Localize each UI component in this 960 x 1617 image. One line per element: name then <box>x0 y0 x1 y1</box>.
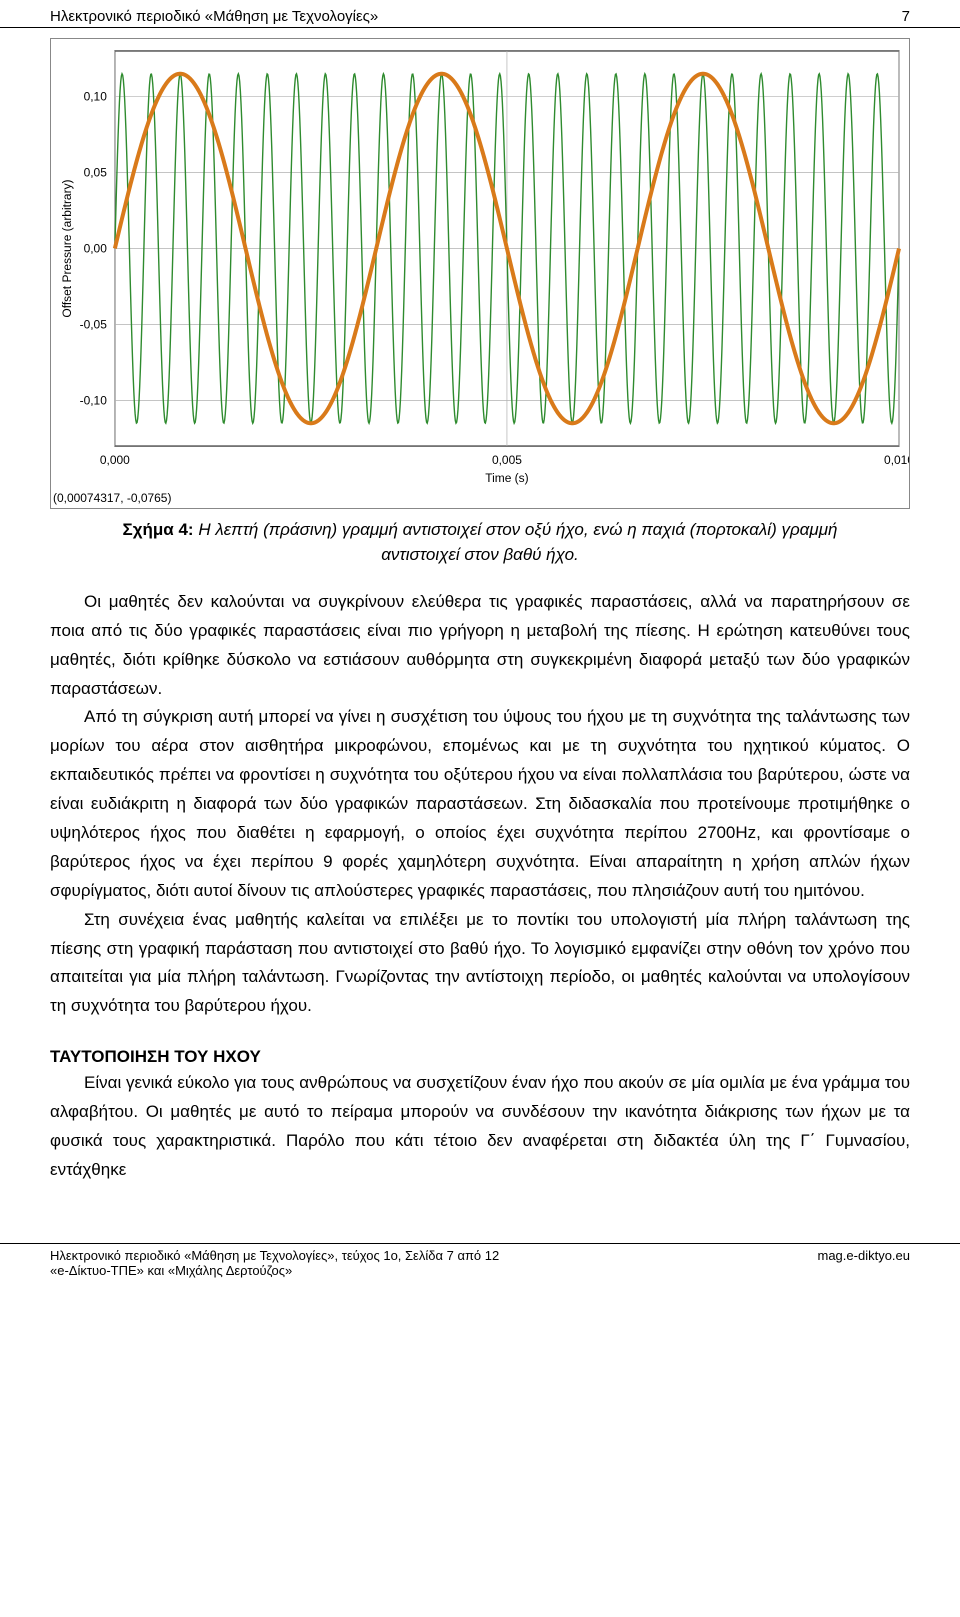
svg-text:Time (s): Time (s) <box>485 471 528 485</box>
journal-title: Ηλεκτρονικό περιοδικό «Μάθηση με Τεχνολο… <box>50 8 378 25</box>
svg-text:0,010: 0,010 <box>884 453 909 467</box>
body-text: Οι μαθητές δεν καλούνται να συγκρίνουν ε… <box>50 588 910 1021</box>
svg-text:0,005: 0,005 <box>492 453 522 467</box>
svg-text:0,10: 0,10 <box>84 90 108 104</box>
figure-caption: Σχήμα 4: Η λεπτή (πράσινη) γραμμή αντιστ… <box>90 517 870 568</box>
page-header: Ηλεκτρονικό περιοδικό «Μάθηση με Τεχνολο… <box>0 0 960 28</box>
chart-svg: -0,10 -0,05 0,00 0,05 0,10 0,000 0,005 0,010 Tim… <box>51 39 909 508</box>
svg-text:(0,00074317, -0,0765): (0,00074317, -0,0765) <box>53 491 171 505</box>
page-footer: Ηλεκτρονικό περιοδικό «Μάθηση με Τεχνολο… <box>0 1243 960 1288</box>
paragraph-1: Οι μαθητές δεν καλούνται να συγκρίνουν ε… <box>50 588 910 704</box>
paragraph-4: Είναι γενικά εύκολο για τους ανθρώπους ν… <box>50 1069 910 1185</box>
page-number: 7 <box>902 8 910 25</box>
footer-right: mag.e-diktyo.eu <box>818 1248 911 1278</box>
section-heading: ΤΑΥΤΟΠΟΙΗΣΗ ΤΟΥ ΗΧΟΥ <box>50 1047 910 1067</box>
paragraph-3: Στη συνέχεια ένας μαθητής καλείται να επ… <box>50 906 910 1022</box>
svg-text:-0,10: -0,10 <box>80 393 108 407</box>
section-body: Είναι γενικά εύκολο για τους ανθρώπους ν… <box>50 1069 910 1185</box>
svg-text:0,000: 0,000 <box>100 453 130 467</box>
caption-label: Σχήμα 4: <box>123 520 194 539</box>
svg-text:Offset Pressure (arbitrary): Offset Pressure (arbitrary) <box>60 179 74 317</box>
caption-text: Η λεπτή (πράσινη) γραμμή αντιστοιχεί στο… <box>198 520 837 565</box>
svg-text:-0,05: -0,05 <box>80 317 108 331</box>
waveform-chart: -0,10 -0,05 0,00 0,05 0,10 0,000 0,005 0,010 Tim… <box>50 38 910 509</box>
svg-text:0,05: 0,05 <box>84 166 108 180</box>
footer-line-1: Ηλεκτρονικό περιοδικό «Μάθηση με Τεχνολο… <box>50 1248 499 1263</box>
paragraph-2: Από τη σύγκριση αυτή μπορεί να γίνει η σ… <box>50 703 910 905</box>
svg-text:0,00: 0,00 <box>84 242 108 256</box>
footer-line-2: «e-Δίκτυο-ΤΠΕ» και «Μιχάλης Δερτούζος» <box>50 1263 499 1278</box>
